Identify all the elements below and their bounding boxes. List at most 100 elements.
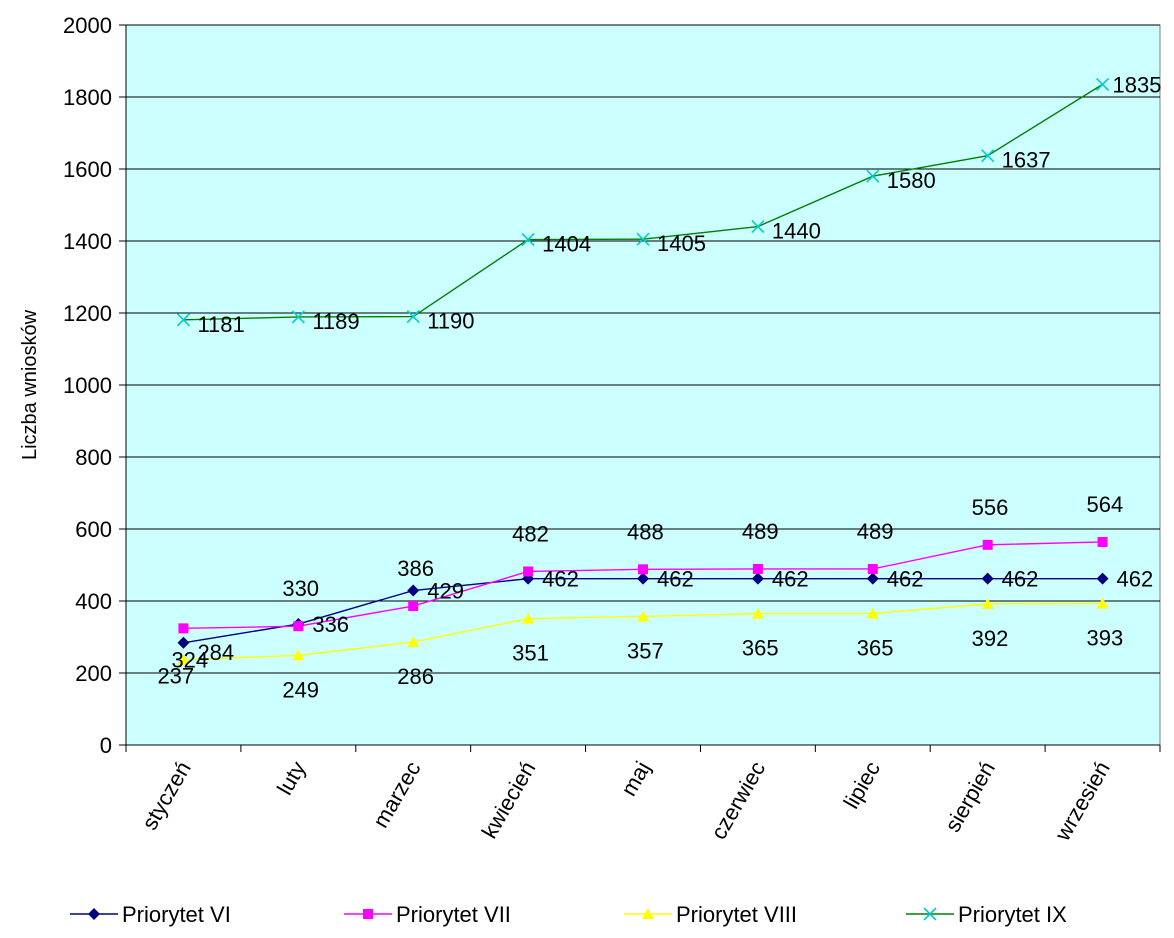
data-label: 1440 bbox=[772, 219, 821, 244]
data-point-priorytet-viii bbox=[292, 649, 305, 661]
data-label: 284 bbox=[197, 640, 234, 665]
data-label: 462 bbox=[772, 567, 809, 592]
marker-stroke bbox=[751, 220, 765, 234]
data-label: 1835 bbox=[1113, 72, 1162, 97]
data-label: 392 bbox=[972, 626, 1009, 651]
data-label: 1189 bbox=[312, 309, 359, 334]
data-point-priorytet-vi bbox=[866, 572, 879, 585]
data-label: 1580 bbox=[887, 168, 936, 193]
data-point-priorytet-vi bbox=[177, 636, 190, 649]
axes bbox=[119, 24, 1161, 752]
y-tick-label: 1800 bbox=[63, 85, 112, 110]
series-markers bbox=[176, 77, 1110, 665]
data-label: 365 bbox=[857, 636, 894, 661]
data-point-priorytet-vii bbox=[408, 601, 419, 612]
data-point-priorytet-ix bbox=[406, 310, 420, 324]
y-tick-label: 2000 bbox=[63, 13, 112, 38]
marker-stroke bbox=[923, 907, 937, 921]
data-point-priorytet-vi bbox=[751, 572, 764, 585]
y-tick-label: 1200 bbox=[63, 301, 112, 326]
y-tick-labels: 0 200 400 600 800 1000 1200 1400 1600 1800 2000 bbox=[63, 13, 112, 758]
data-label: 564 bbox=[1087, 492, 1124, 517]
data-point-priorytet-viii bbox=[522, 612, 535, 624]
marker-stroke bbox=[866, 169, 880, 183]
data-point-priorytet-vii bbox=[638, 564, 648, 575]
data-label: 462 bbox=[1002, 567, 1039, 592]
data-point-priorytet-ix bbox=[981, 149, 995, 163]
y-tick-label: 1600 bbox=[63, 157, 112, 182]
data-point-priorytet-vii bbox=[867, 563, 878, 574]
marker-stroke bbox=[981, 149, 995, 163]
x-tick-label: maj bbox=[616, 757, 655, 800]
marker-stroke bbox=[176, 313, 191, 327]
data-label: 330 bbox=[282, 576, 319, 601]
x-tick-label: wrzesień bbox=[1049, 757, 1115, 846]
legend-marker bbox=[923, 907, 937, 921]
data-label: 488 bbox=[627, 519, 664, 544]
data-label: 1405 bbox=[657, 231, 706, 256]
y-axis-title: Liczba wniosków bbox=[19, 309, 41, 460]
data-label: 324 bbox=[171, 647, 208, 672]
legend-item: Priorytet IX bbox=[906, 902, 1067, 927]
data-point-priorytet-ix bbox=[1095, 77, 1110, 91]
legend-label: Priorytet IX bbox=[958, 902, 1067, 927]
data-label: 1181 bbox=[197, 312, 244, 337]
data-label: 1404 bbox=[542, 232, 591, 257]
y-tick-label: 400 bbox=[75, 589, 112, 614]
data-point-priorytet-viii bbox=[751, 607, 764, 619]
marker-stroke bbox=[636, 232, 650, 246]
data-label: 1190 bbox=[427, 309, 474, 334]
data-point-priorytet-ix bbox=[176, 313, 191, 327]
data-label: 462 bbox=[887, 567, 924, 592]
data-label: 237 bbox=[157, 664, 194, 689]
x-tick-label: lipiec bbox=[838, 757, 885, 813]
data-point-priorytet-viii bbox=[637, 610, 649, 622]
marker-stroke bbox=[406, 310, 420, 324]
y-tick-label: 200 bbox=[75, 661, 112, 686]
marker-stroke bbox=[521, 232, 535, 247]
legend-item: Priorytet VI bbox=[70, 902, 231, 927]
x-tick-label: sierpień bbox=[940, 757, 1000, 836]
legend-item: Priorytet VIII bbox=[624, 902, 797, 927]
data-label: 556 bbox=[972, 495, 1009, 520]
data-point-priorytet-viii bbox=[407, 636, 420, 648]
data-label: 249 bbox=[282, 677, 319, 702]
marker-stroke bbox=[291, 310, 305, 324]
data-point-priorytet-vii bbox=[293, 621, 304, 632]
data-label: 386 bbox=[397, 556, 434, 581]
data-label: 1637 bbox=[1002, 148, 1051, 173]
data-point-priorytet-viii bbox=[866, 607, 879, 619]
data-labels: 284 336 429 462 462 462 462 462 462 324 330 386 482 4… bbox=[157, 72, 1161, 702]
data-point-priorytet-vi bbox=[981, 572, 994, 585]
y-tick-label: 1400 bbox=[63, 229, 112, 254]
data-point-priorytet-vii bbox=[523, 566, 534, 577]
data-point-priorytet-ix bbox=[521, 232, 535, 247]
x-tick-label: marzec bbox=[368, 757, 426, 832]
legend-label: Priorytet VII bbox=[396, 902, 511, 927]
data-point-priorytet-ix bbox=[636, 232, 650, 246]
data-point-priorytet-viii bbox=[1096, 597, 1109, 609]
data-label: 365 bbox=[742, 636, 779, 661]
x-tick-label: kwiecień bbox=[477, 757, 541, 843]
x-tick-label: czerwiec bbox=[706, 757, 770, 844]
legend-label: Priorytet VIII bbox=[676, 902, 797, 927]
data-point-priorytet-ix bbox=[866, 169, 880, 183]
y-tick-label: 600 bbox=[75, 517, 112, 542]
data-point-priorytet-vi bbox=[637, 572, 649, 585]
data-point-priorytet-vii bbox=[1097, 536, 1108, 547]
marker-stroke bbox=[1095, 77, 1110, 91]
legend-marker bbox=[363, 909, 373, 919]
data-label: 462 bbox=[542, 567, 579, 592]
x-tick-label: styczeń bbox=[137, 757, 196, 834]
gridlines bbox=[126, 24, 1160, 674]
data-label: 351 bbox=[512, 641, 549, 666]
data-point-priorytet-vii bbox=[752, 563, 763, 574]
data-point-priorytet-viii bbox=[177, 653, 190, 665]
data-point-priorytet-ix bbox=[751, 220, 765, 234]
data-label: 429 bbox=[427, 579, 464, 604]
data-label: 357 bbox=[627, 638, 664, 663]
legend-item: Priorytet VII bbox=[344, 902, 511, 927]
data-label: 462 bbox=[657, 567, 694, 592]
data-point-priorytet-vi bbox=[407, 584, 420, 597]
